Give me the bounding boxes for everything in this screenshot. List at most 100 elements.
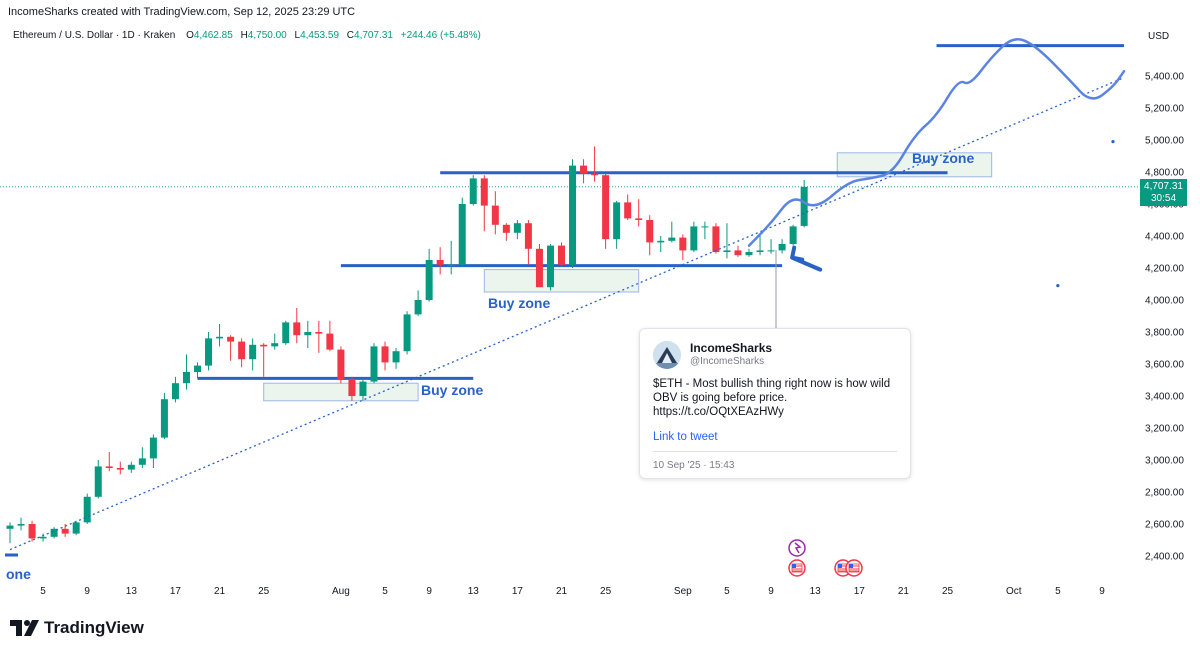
avatar [653,341,681,369]
legend-open: 4,462.85 [194,30,233,41]
y-tick-label: 3,400.00 [1145,392,1184,403]
candle [524,220,532,265]
candle [480,175,488,232]
x-tick-label: 25 [942,586,954,597]
x-tick-label: Aug [332,586,350,597]
candle-body [138,458,146,465]
y-tick-label: 2,800.00 [1145,488,1184,499]
candle [392,348,400,369]
candle [194,362,202,379]
candle-body [127,464,135,470]
candle-body [160,399,168,438]
y-tick-label: 4,800.00 [1145,168,1184,179]
tweet-card[interactable]: IncomeSharks @IncomeSharks $ETH - Most b… [639,328,911,479]
candle-body [61,528,69,534]
candle [668,221,676,243]
candle [39,533,47,542]
candle [381,341,389,371]
x-tick-label: 21 [898,586,910,597]
candle [602,173,610,249]
x-tick-label: 13 [810,586,822,597]
candle [679,234,687,260]
candle [535,244,543,288]
candle [613,200,621,249]
candle-body [116,468,124,470]
y-tick-label: 4,200.00 [1145,264,1184,275]
legend-l-label: L [295,30,301,41]
candle [469,175,477,206]
y-axis: 2,400.00 2,600.00 2,800.00 3,000.00 3,200.00… [1145,72,1184,563]
candle-body [227,336,235,342]
candle-body [646,220,654,243]
candle-body [260,344,268,347]
y-tick-label: 4,400.00 [1145,232,1184,243]
x-tick-label: Sep [674,586,692,597]
x-tick-label: 17 [854,586,866,597]
candle [348,376,356,401]
candle [293,308,301,344]
legend-c-label: C [347,30,354,41]
x-tick-label: 9 [768,586,774,597]
event-icons[interactable] [788,539,863,577]
x-tick-label: 25 [258,586,270,597]
buy-zone-label-2: Buy zone [488,295,550,311]
news-icon[interactable] [788,539,806,557]
candle [227,335,235,361]
y-tick-label: 2,600.00 [1145,520,1184,531]
x-tick-label: 9 [426,586,432,597]
svg-text:Ethereum / U.S. Dollar · 1D ·: Ethereum / U.S. Dollar · 1D · Kraken O4,… [13,30,481,41]
candle [789,224,797,246]
us-flag-icon[interactable] [788,559,806,577]
tradingview-logo[interactable]: TradingView [10,618,144,638]
candle-body [348,380,356,396]
ohlc-legend: Ethereum / U.S. Dollar · 1D · Kraken O4,… [13,30,481,41]
candle [337,346,345,384]
y-tick-label: 3,600.00 [1145,360,1184,371]
candle-body [668,237,676,241]
candle-body [171,383,179,400]
candle-body [580,165,588,174]
candle [116,461,124,475]
candle-body [558,245,565,265]
candle-body [635,218,643,220]
candle [149,434,157,468]
candle [205,332,213,371]
candle-body [381,346,389,363]
candle [160,392,168,440]
legend-h-label: H [241,30,248,41]
candle-body [734,250,742,256]
candle [370,343,378,384]
marker-dot [1056,284,1060,288]
candle [646,215,654,256]
drawings [5,38,1126,557]
candle-body [657,240,665,243]
candle-body [712,226,720,252]
edge-annotation: one [6,566,31,582]
bar-countdown: 30:54 [1150,193,1177,204]
candle-body [105,466,113,468]
candle [502,223,510,241]
candle [767,239,775,254]
candle [458,197,466,267]
chart-credit: IncomeSharks created with TradingView.co… [8,6,356,18]
candle [127,461,135,473]
candle-body [414,300,422,315]
candle [238,338,246,368]
us-flag-icon[interactable] [845,559,863,577]
y-tick-label: 5,200.00 [1145,104,1184,115]
x-tick-label: 13 [126,586,138,597]
link-to-tweet[interactable]: Link to tweet [653,431,718,443]
candle-body [723,250,731,252]
candle [414,290,422,316]
legend-close: 4,707.31 [354,30,393,41]
candle-body [458,204,466,265]
candle [513,220,521,240]
candle [216,324,224,347]
candle-body [205,338,213,366]
candle [50,527,58,539]
candle-body [690,226,698,251]
candle [105,452,113,472]
candle [94,460,102,499]
candle-body [613,202,621,240]
